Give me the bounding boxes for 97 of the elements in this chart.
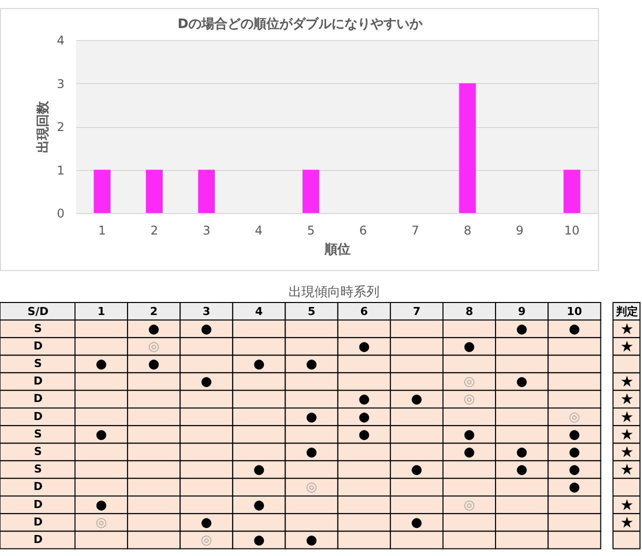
x-tick-label: 6 xyxy=(360,304,368,318)
y2-tick-label: ★ xyxy=(620,460,634,479)
text: ● xyxy=(568,427,580,442)
text: ● xyxy=(306,410,318,425)
x-tick-label: 7 xyxy=(412,304,421,318)
text: ● xyxy=(568,322,580,337)
y2-tick-label: ★ xyxy=(620,337,634,356)
y2-tick-label: ★ xyxy=(620,425,634,444)
x-tick-label: 1 xyxy=(97,304,106,318)
y2-axis-title: 判定 xyxy=(615,304,638,318)
text: ● xyxy=(253,498,265,513)
text: ● xyxy=(306,533,318,548)
y-tick-label: 2 xyxy=(56,120,64,134)
text: ● xyxy=(411,462,422,478)
text: ◎ xyxy=(200,533,212,548)
text: ● xyxy=(516,374,528,390)
y-tick-label: D xyxy=(33,374,43,388)
y2-tick-label: ★ xyxy=(620,408,634,426)
text: ● xyxy=(411,515,422,530)
text: ● xyxy=(96,427,107,442)
x-tick-label: 10 xyxy=(566,304,582,318)
x-tick-label: 2 xyxy=(150,224,158,238)
text: ● xyxy=(358,427,370,442)
x-axis-title: 順位 xyxy=(324,242,350,258)
y-tick-label: 4 xyxy=(56,34,64,48)
x-tick-label: 7 xyxy=(411,224,420,238)
y-tick-label: D xyxy=(33,498,43,511)
text: ● xyxy=(306,357,318,372)
text: ● xyxy=(358,392,370,408)
text: ● xyxy=(516,462,528,478)
y2-tick-label: ★ xyxy=(620,513,634,532)
text: ● xyxy=(411,392,422,408)
x-tick-label: 4 xyxy=(255,304,264,318)
text: ● xyxy=(200,322,212,337)
y-tick-label: S xyxy=(34,357,42,370)
text: ● xyxy=(568,480,580,496)
text: ● xyxy=(148,357,160,372)
text: ● xyxy=(568,462,580,478)
y2-tick-label: ★ xyxy=(620,320,634,338)
text: ● xyxy=(200,515,212,530)
x-tick-label: 5 xyxy=(307,224,315,238)
text: ● xyxy=(253,533,265,548)
text: ◎ xyxy=(464,392,475,408)
text: ● xyxy=(96,357,107,372)
text: ● xyxy=(96,498,107,513)
text: ● xyxy=(464,427,475,442)
x-tick-label: 1 xyxy=(98,224,106,238)
x-tick-label: 8 xyxy=(465,304,474,318)
text: ● xyxy=(516,322,528,337)
x-tick-label: 9 xyxy=(516,224,524,238)
x-tick-label: 5 xyxy=(308,304,316,318)
y-tick-label: 1 xyxy=(56,163,64,178)
chart-title: Dの場合どの順位がダブルになりやすいか xyxy=(178,16,424,32)
text: ● xyxy=(306,445,318,460)
text: ● xyxy=(358,410,370,425)
y-tick-label: D xyxy=(33,515,43,528)
y-axis-title: 出現回数 xyxy=(36,100,51,153)
x-tick-label: 8 xyxy=(464,224,472,238)
text: ● xyxy=(253,462,265,478)
y-tick-label: S xyxy=(34,445,42,458)
text: ● xyxy=(516,445,528,460)
text: ● xyxy=(568,445,580,460)
y2-tick-label: ★ xyxy=(620,372,634,391)
y-tick-label: D xyxy=(33,410,43,423)
text: ◎ xyxy=(568,410,580,425)
x-tick-label: 9 xyxy=(518,304,526,318)
x-tick-label: 3 xyxy=(202,224,210,238)
y-tick-label: S xyxy=(34,462,42,476)
x-tick-label: 3 xyxy=(202,304,210,318)
y2-tick-label: ★ xyxy=(620,443,634,461)
y-tick-label: D xyxy=(33,533,43,546)
y2-tick-label: ★ xyxy=(620,390,634,408)
text: ◎ xyxy=(96,515,107,530)
x-tick-label: 6 xyxy=(359,224,367,238)
text: ● xyxy=(358,339,370,354)
text: ● xyxy=(464,445,475,460)
text: ◎ xyxy=(464,498,475,513)
y-tick-label: D xyxy=(33,392,43,406)
chart-title: 出現傾向時系列 xyxy=(288,285,380,300)
y-tick-label: D xyxy=(33,480,43,494)
text: ◎ xyxy=(148,339,160,354)
text: ◎ xyxy=(306,480,318,496)
y-tick-label: 0 xyxy=(56,206,64,220)
text: ◎ xyxy=(464,374,475,390)
y2-tick-label: ★ xyxy=(620,496,634,514)
y-tick-label: 3 xyxy=(56,76,64,91)
x-tick-label: 2 xyxy=(150,304,158,318)
y-axis-title: S/D xyxy=(27,304,49,318)
y-tick-label: S xyxy=(34,322,42,335)
text: ● xyxy=(148,322,160,337)
y-tick-label: S xyxy=(34,427,42,440)
x-tick-label: 10 xyxy=(564,224,580,238)
text: ● xyxy=(253,357,265,372)
x-tick-label: 4 xyxy=(254,224,263,238)
text: ● xyxy=(200,374,212,390)
y-tick-label: D xyxy=(33,339,43,352)
text: ● xyxy=(464,339,475,354)
